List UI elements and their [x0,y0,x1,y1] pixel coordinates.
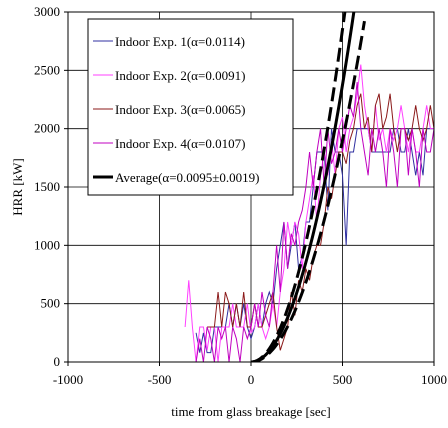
y-tick-label: 2000 [34,121,60,136]
y-axis-title: HRR [kW] [10,158,25,215]
legend-entry: Indoor Exp. 1(α=0.0114) [115,34,245,49]
axis-ticks: 0 500 1000 1500 2000 2500 3000 -1000 -500 0 500 100… [34,4,447,387]
legend-entry: Indoor Exp. 3(α=0.0065) [115,102,245,117]
x-tick-label: 500 [333,372,353,387]
x-tick-label: 1000 [421,372,447,387]
series-line-exp-2 [184,64,434,362]
y-tick-label: 0 [54,354,61,369]
average-lower-bound-curve [250,20,366,362]
x-tick-label: -1000 [53,372,83,387]
legend-entry: Average(α=0.0095±0.0019) [115,170,260,185]
series-line-exp-4 [195,81,434,362]
y-tick-label: 1000 [34,237,60,252]
y-tick-label: 500 [41,296,61,311]
x-axis-title: time from glass breakage [sec] [171,404,331,419]
series-line-exp-3 [207,93,434,351]
y-tick-label: 2500 [34,62,60,77]
legend-entry: Indoor Exp. 4(α=0.0107) [115,136,245,151]
legend-box [87,18,294,196]
plot-series [184,12,434,362]
legend-entry: Indoor Exp. 2(α=0.0091) [115,68,245,83]
average-fit-curve [250,12,356,362]
y-tick-label: 3000 [34,4,60,19]
legend: Indoor Exp. 1(α=0.0114) Indoor Exp. 2(α=0… [87,18,294,196]
y-tick-label: 1500 [34,179,60,194]
x-tick-label: 0 [248,372,255,387]
x-tick-label: -500 [148,372,172,387]
